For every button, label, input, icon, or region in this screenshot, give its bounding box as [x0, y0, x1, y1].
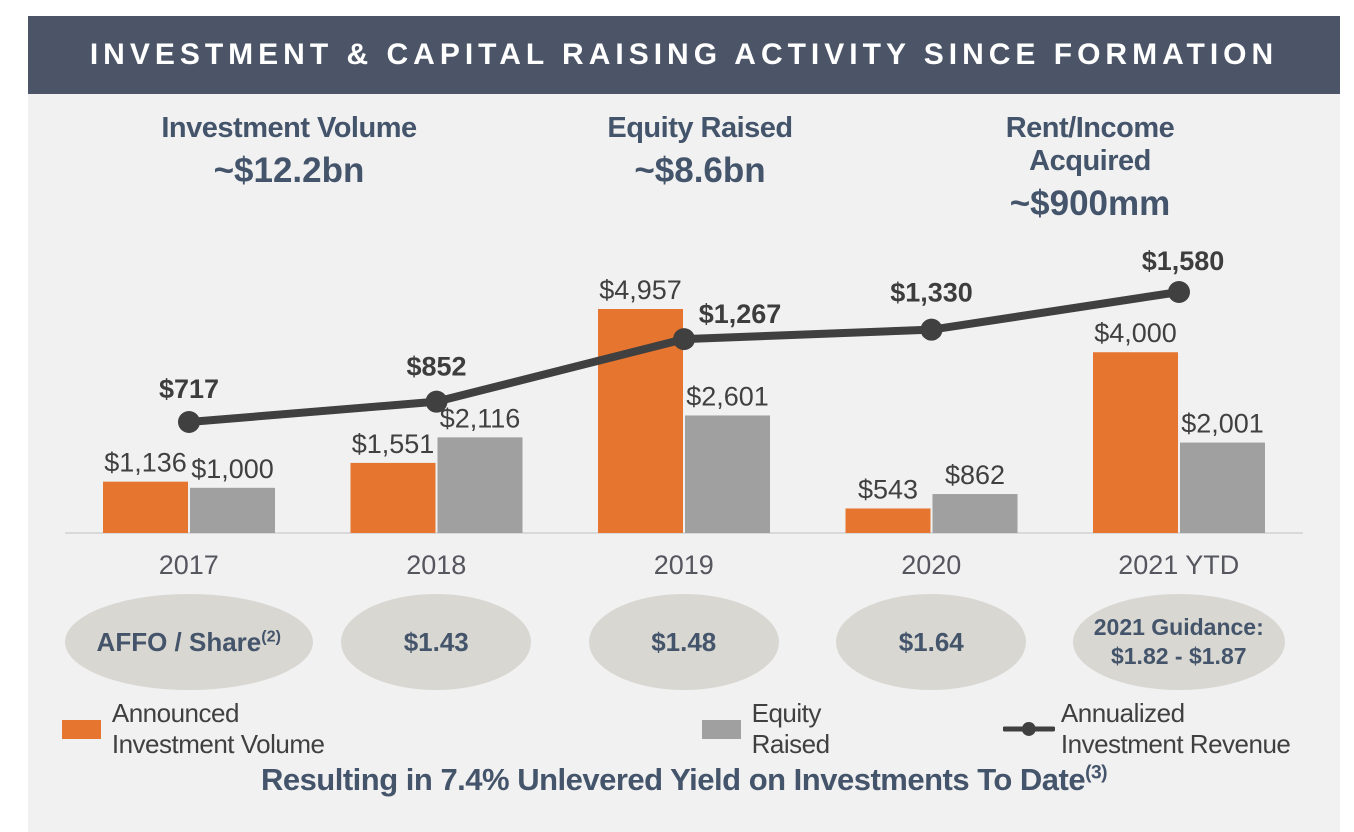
title-bar: INVESTMENT & CAPITAL RAISING ACTIVITY SI…: [28, 16, 1340, 94]
stat-label: Investment Volume: [161, 112, 417, 144]
line-value-label: $852: [406, 352, 466, 382]
stat-value: ~$8.6bn: [634, 151, 766, 190]
x-axis-label-2021-ytd: 2021 YTD: [1118, 550, 1240, 580]
orange-bar-swatch-icon: [62, 719, 101, 739]
page-title: INVESTMENT & CAPITAL RAISING ACTIVITY SI…: [89, 38, 1279, 71]
announced-investment-volume-bar: [350, 462, 436, 533]
line-value-label: $1,267: [699, 299, 782, 329]
guidance-line2: $1.82 - $1.87: [1110, 643, 1247, 669]
bubble-col: $1.64: [808, 594, 1056, 690]
legend-label: Annualized Investment Revenue: [1060, 698, 1291, 759]
line-data-point: [425, 390, 448, 413]
legend-item-annualized-investment-revenue: Annualized Investment Revenue: [1003, 698, 1312, 760]
annualized-investment-revenue-line: [185, 288, 1183, 426]
stat-label: Rent/Income Acquired: [1005, 112, 1175, 177]
stat-label: Equity Raised: [607, 112, 793, 144]
legend-label: Equity Raised: [751, 698, 830, 759]
bar-line-chart-canvas: $1,136 $1,551 $4,957 $543 $4,000 $1,000 $2,116…: [65, 246, 1303, 534]
chart-legend: Announced Investment Volume Equity Raise…: [62, 698, 1312, 760]
legend-item-announced-investment-volume: Announced Investment Volume: [62, 698, 352, 760]
footer-takeaway-text: Resulting in 7.4% Unlevered Yield on Inv…: [260, 762, 1086, 797]
equity-raised-bar: [437, 437, 523, 533]
stat-value: ~$900mm: [1009, 184, 1171, 223]
stat-investment-volume: Investment Volume ~$12.2bn: [161, 112, 417, 191]
bar-value-label: $1,000: [191, 454, 274, 484]
bar-value-label: $2,001: [1181, 409, 1264, 439]
x-axis-label-2020: 2020: [901, 550, 962, 580]
announced-investment-volume-bar: [1093, 352, 1178, 533]
line-data-point: [920, 318, 943, 341]
affo-2018-bubble: $1.43: [341, 594, 532, 690]
line-marker-icon: [1003, 722, 1055, 736]
bar-value-label: $2,116: [440, 403, 521, 433]
bar-value-label: $1,136: [104, 448, 187, 478]
x-axis-label-2019: 2019: [653, 550, 714, 580]
stat-equity-raised: Equity Raised ~$8.6bn: [607, 112, 793, 191]
guidance-bubble: 2021 Guidance: $1.82 - $1.87: [1072, 594, 1285, 690]
footnote-ref-2: (2): [261, 626, 281, 645]
equity-raised-bar: [685, 415, 770, 533]
bar-value-label: $4,000: [1094, 318, 1177, 348]
line-data-point: [673, 328, 695, 351]
line-value-label: $1,580: [1142, 246, 1225, 276]
bubble-col: $1.43: [313, 594, 561, 690]
bar-value-label: $2,601: [686, 381, 769, 411]
affo-bubble-row: AFFO / Share(2) $1.43 $1.48 $1.64 2021 G…: [65, 594, 1303, 690]
line-data-point: [178, 411, 200, 433]
equity-raised-bar: [190, 487, 275, 533]
stat-value: ~$12.2bn: [213, 151, 365, 190]
legend-label: Announced Investment Volume: [111, 698, 325, 759]
x-axis-label-2017: 2017: [158, 550, 219, 580]
line-value-label: $717: [159, 374, 219, 404]
content-panel: Investment Volume ~$12.2bn Equity Raised…: [28, 94, 1340, 832]
bar-value-label: $4,957: [599, 275, 682, 305]
footer-takeaway: Resulting in 7.4% Unlevered Yield on Inv…: [28, 762, 1340, 798]
legend-item-equity-raised: Equity Raised: [702, 698, 857, 760]
chart: $1,136 $1,551 $4,957 $543 $4,000 $1,000 $2,116…: [28, 225, 1340, 545]
bar-value-label: $862: [945, 460, 1005, 490]
announced-investment-volume-bar: [845, 508, 931, 533]
bubble-col: 2021 Guidance: $1.82 - $1.87: [1055, 594, 1303, 690]
affo-share-bubble: AFFO / Share(2): [65, 594, 313, 690]
gray-bar-swatch-icon: [702, 719, 741, 739]
affo-2019-bubble: $1.48: [588, 594, 779, 690]
line-value-label: $1,330: [890, 278, 973, 308]
affo-2020-bubble: $1.64: [836, 594, 1027, 690]
equity-raised-bar: [1180, 442, 1265, 533]
footnote-ref-3: (3): [1085, 762, 1108, 784]
x-axis-label-2018: 2018: [406, 550, 467, 580]
bubble-col: AFFO / Share(2): [65, 594, 313, 690]
bar-value-label: $1,551: [352, 429, 435, 459]
equity-raised-bar: [932, 494, 1018, 533]
stat-rent-income-acquired: Rent/Income Acquired ~$900mm: [965, 112, 1215, 224]
guidance-line1: 2021 Guidance:: [1093, 614, 1264, 641]
bar-value-label: $543: [858, 474, 918, 504]
line-data-point: [1168, 281, 1190, 303]
announced-investment-volume-bar: [103, 481, 188, 533]
x-axis-labels: 2017 2018 2019 2020 2021 YTD: [65, 550, 1303, 581]
bubble-col: $1.48: [560, 594, 808, 690]
affo-share-label: AFFO / Share(2): [96, 626, 281, 657]
